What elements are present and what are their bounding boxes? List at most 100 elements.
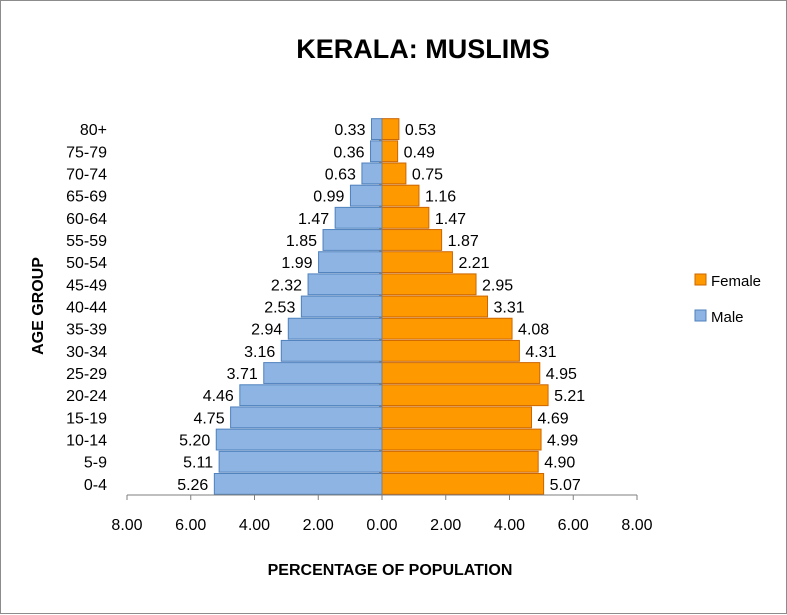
female-bar-55-59 — [381, 229, 443, 251]
female-data-label-50-54: 2.21 — [458, 255, 489, 272]
female-data-label-0-4: 5.07 — [550, 477, 581, 494]
x-tick-label: 8.00 — [111, 517, 142, 534]
y-tick-label-30-34: 30-34 — [66, 344, 107, 361]
female-data-label-20-24: 5.21 — [554, 388, 585, 405]
male-bar-45-49 — [307, 273, 383, 296]
male-data-label-55-59: 1.85 — [286, 233, 317, 250]
female-data-label-25-29: 4.95 — [546, 366, 577, 383]
male-bar-0-4 — [213, 472, 383, 495]
female-data-label-15-19: 4.69 — [537, 410, 568, 427]
male-bar-75-79 — [370, 140, 383, 163]
male-data-label-50-54: 1.99 — [281, 255, 312, 272]
female-bar-80+ — [381, 118, 400, 141]
female-bar-30-34 — [381, 339, 520, 362]
y-tick-label-65-69: 65-69 — [66, 189, 107, 206]
y-tick-label-80+: 80+ — [80, 122, 107, 139]
x-tick-label: 2.00 — [303, 517, 334, 534]
female-data-label-80+: 0.53 — [405, 122, 436, 139]
female-data-label-45-49: 2.95 — [482, 277, 513, 294]
female-bar-15-19 — [381, 406, 532, 429]
y-tick-label-75-79: 75-79 — [66, 144, 107, 161]
male-bar-60-64 — [334, 206, 383, 229]
x-tick-label: 8.00 — [621, 517, 652, 534]
female-data-label-75-79: 0.49 — [404, 144, 435, 161]
male-data-label-40-44: 2.53 — [264, 300, 295, 317]
y-tick-label-25-29: 25-29 — [66, 366, 107, 383]
female-bar-20-24 — [381, 384, 549, 407]
male-data-label-5-9: 5.11 — [183, 455, 213, 472]
female-bar-35-39 — [381, 317, 513, 340]
male-data-label-25-29: 3.71 — [227, 366, 258, 383]
female-bar-10-14 — [381, 428, 542, 451]
x-tick-label: 6.00 — [558, 517, 589, 534]
male-bar-30-34 — [280, 339, 383, 362]
male-data-label-20-24: 4.46 — [203, 388, 234, 405]
female-data-label-10-14: 4.99 — [547, 433, 578, 450]
y-tick-label-70-74: 70-74 — [66, 166, 107, 183]
y-tick-label-45-49: 45-49 — [66, 277, 107, 294]
legend-label-female: Female — [711, 273, 761, 290]
y-tick-label-20-24: 20-24 — [66, 388, 107, 405]
y-axis-title: AGE GROUP — [30, 257, 47, 355]
axis-layer: 0-4 5-9 10-14 15-19 20-24 25-29 30-34 35-39 40-4… — [66, 118, 653, 534]
male-data-label-0-4: 5.26 — [177, 477, 208, 494]
female-data-label-30-34: 4.31 — [525, 344, 556, 361]
male-bar-70-74 — [361, 162, 383, 185]
female-bar-5-9 — [381, 450, 539, 473]
female-bar-40-44 — [381, 295, 489, 318]
male-data-label-70-74: 0.63 — [325, 166, 356, 183]
male-bar-10-14 — [215, 428, 383, 451]
female-bar-0-4 — [381, 472, 545, 495]
y-tick-label-5-9: 5-9 — [84, 455, 107, 472]
x-tick-label: 0.00 — [366, 517, 397, 534]
male-bar-65-69 — [349, 184, 383, 207]
male-data-label-35-39: 2.94 — [251, 322, 282, 339]
y-tick-label-10-14: 10-14 — [66, 433, 107, 450]
male-bar-55-59 — [322, 229, 383, 251]
male-bar-25-29 — [263, 362, 383, 384]
y-tick-label-15-19: 15-19 — [66, 410, 107, 427]
male-data-label-30-34: 3.16 — [244, 344, 275, 361]
male-bar-80+ — [370, 118, 383, 141]
male-data-label-60-64: 1.47 — [298, 211, 329, 228]
male-data-label-75-79: 0.36 — [333, 144, 364, 161]
female-data-label-5-9: 4.90 — [544, 455, 575, 472]
legend: Female Male — [694, 273, 761, 326]
female-bar-50-54 — [381, 251, 453, 274]
male-data-label-80+: 0.33 — [334, 122, 365, 139]
x-tick-label: 4.00 — [494, 517, 525, 534]
female-data-label-70-74: 0.75 — [412, 166, 443, 183]
male-data-label-65-69: 0.99 — [313, 189, 344, 206]
male-data-label-45-49: 2.32 — [271, 277, 302, 294]
x-tick-label: 6.00 — [175, 517, 206, 534]
female-bar-25-29 — [381, 362, 541, 384]
male-bar-5-9 — [218, 450, 383, 473]
male-bar-50-54 — [318, 251, 383, 274]
male-bar-40-44 — [300, 295, 383, 318]
female-data-label-65-69: 1.16 — [425, 189, 456, 206]
male-bar-35-39 — [287, 317, 383, 340]
female-data-label-40-44: 3.31 — [494, 300, 525, 317]
male-data-label-10-14: 5.20 — [179, 433, 210, 450]
female-data-label-55-59: 1.87 — [448, 233, 479, 250]
male-bar-20-24 — [239, 384, 383, 407]
y-tick-label-0-4: 0-4 — [84, 477, 107, 494]
female-bar-65-69 — [381, 184, 420, 207]
female-data-label-35-39: 4.08 — [518, 322, 549, 339]
labels-layer: 5.26 5.07 5.11 4.90 5.20 4.99 4.75 4.69 4.46 5.21… — [177, 122, 585, 494]
y-tick-label-60-64: 60-64 — [66, 211, 107, 228]
chart-title: KERALA: MUSLIMS — [296, 34, 549, 64]
legend-swatch-female — [694, 273, 707, 286]
x-tick-label: 4.00 — [239, 517, 270, 534]
female-bar-70-74 — [381, 162, 407, 185]
y-tick-label-50-54: 50-54 — [66, 255, 107, 272]
legend-label-male: Male — [711, 309, 744, 326]
female-bar-45-49 — [381, 273, 477, 296]
x-axis-title: PERCENTAGE OF POPULATION — [268, 562, 513, 579]
y-tick-label-40-44: 40-44 — [66, 300, 107, 317]
y-tick-label-35-39: 35-39 — [66, 322, 107, 339]
x-tick-label: 2.00 — [430, 517, 461, 534]
legend-swatch-male — [694, 309, 707, 322]
